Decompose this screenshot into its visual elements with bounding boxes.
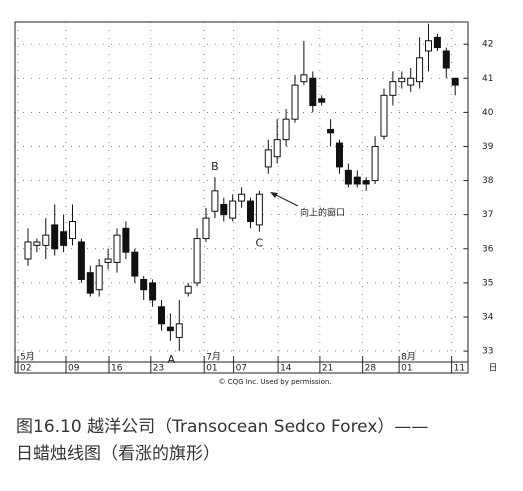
candle-body-down <box>77 241 85 280</box>
annotation: 向上的窗口 <box>300 207 345 219</box>
y-tick-label: 34 <box>482 312 494 322</box>
candle-body-down <box>220 203 228 216</box>
annotation: C <box>256 237 264 250</box>
candle-body-down <box>246 200 254 222</box>
x-tick-label: 21 <box>322 364 333 374</box>
y-tick-label: 35 <box>482 278 493 288</box>
x-tick-label: 01 <box>401 364 412 374</box>
x-tick-label: 01 <box>206 364 217 374</box>
candle-body-down <box>433 36 441 49</box>
y-tick-label: 40 <box>482 108 494 118</box>
month-label: 5月 <box>20 352 35 363</box>
candle-body-down <box>122 227 130 253</box>
candle-body-up <box>380 94 388 137</box>
candle-body-up <box>95 265 103 291</box>
candle-body-up <box>202 217 210 240</box>
caption-line: 图16.10 越洋公司（Transocean Sedco Forex）—— <box>16 417 428 437</box>
x-unit: 日 <box>488 363 497 374</box>
y-tick-label: 37 <box>482 210 493 220</box>
candle-body-up <box>255 193 263 226</box>
candle-body-up <box>264 149 272 168</box>
caption-line: 日蜡烛线图（看涨的旗形） <box>16 444 220 464</box>
candle-body-up <box>407 77 415 86</box>
x-tick-label: 02 <box>20 364 31 374</box>
candle-body-up <box>371 145 379 182</box>
candle-body-down <box>451 77 459 86</box>
y-tick-label: 33 <box>482 347 493 357</box>
candle-body-down <box>86 272 94 294</box>
candle-body-down <box>309 77 317 107</box>
frame <box>14 21 469 374</box>
candle-body-up <box>42 234 50 246</box>
credit: © CQG Inc. Used by permission. <box>218 378 331 386</box>
month-label: 8月 <box>401 352 416 363</box>
candle-body-up <box>33 241 41 246</box>
x-tick-label: 23 <box>153 364 164 374</box>
candle-body-down <box>344 169 352 185</box>
x-tick-label: 09 <box>68 364 80 374</box>
month-label: 7月 <box>206 352 221 363</box>
y-tick-label: 41 <box>482 74 493 84</box>
candle-body-down <box>335 142 343 168</box>
candle-body-down <box>131 251 139 277</box>
candle-body-up <box>389 81 397 96</box>
candle-body-down <box>157 306 165 325</box>
x-tick-label: 07 <box>236 364 247 374</box>
candle-body-up <box>238 193 246 202</box>
candle-body-up <box>300 74 308 83</box>
y-tick-label: 42 <box>482 40 493 50</box>
candle-body-up <box>282 118 290 141</box>
candle-body-down <box>362 180 370 185</box>
candle-body-up <box>175 323 183 338</box>
y-tick-label: 39 <box>482 142 494 152</box>
candle-body-up <box>211 190 219 212</box>
candle-body-up <box>184 285 192 294</box>
annotation: A <box>168 353 176 366</box>
candle-body-up <box>104 258 112 263</box>
x-tick-label: 14 <box>280 364 292 374</box>
candle-body-up <box>229 200 237 219</box>
annotation: B <box>211 160 219 173</box>
candle-body-up <box>273 139 281 158</box>
candle-body-up <box>68 220 76 240</box>
candle-body-down <box>149 282 157 301</box>
x-tick-label: 28 <box>365 364 377 374</box>
candle-body-down <box>140 278 148 291</box>
x-tick-label: 16 <box>111 364 123 374</box>
candle-body-up <box>424 40 432 52</box>
candle-body-down <box>353 176 361 185</box>
candle-body-up <box>193 238 201 284</box>
candle-body-up <box>113 234 121 263</box>
candle-body-up <box>291 84 299 120</box>
arrow-head <box>270 192 278 198</box>
y-tick-label: 38 <box>482 176 494 186</box>
candle-body-down <box>60 231 68 246</box>
candle-body-up <box>416 57 424 83</box>
y-tick-label: 36 <box>482 244 494 254</box>
x-tick-label: 11 <box>454 364 465 374</box>
candle-body-up <box>398 77 406 83</box>
candle-body-down <box>51 224 59 250</box>
candle-body-down <box>318 98 326 103</box>
candle-body-down <box>166 326 174 332</box>
candle-body-down <box>327 128 335 134</box>
candle-body-down <box>442 50 450 69</box>
candle-body-up <box>24 241 32 260</box>
